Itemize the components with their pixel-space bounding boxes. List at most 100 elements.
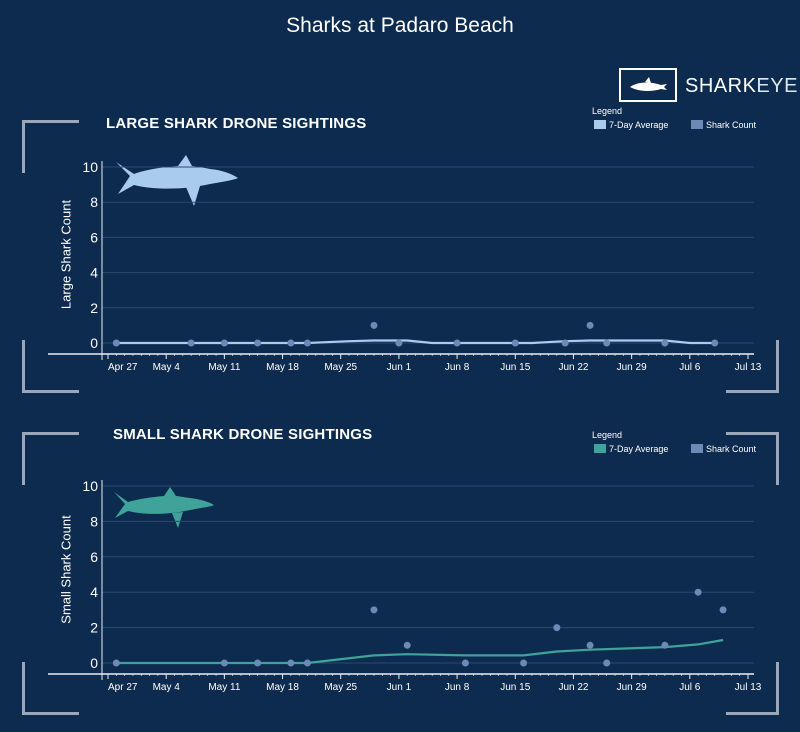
count-point bbox=[220, 659, 228, 667]
avg-line bbox=[116, 638, 724, 665]
logo-text-bold: SHARK bbox=[685, 75, 757, 97]
x-tick-label: Jun 15 bbox=[500, 682, 530, 693]
count-point bbox=[586, 321, 594, 329]
count-point bbox=[112, 339, 120, 347]
legend-swatch-avg bbox=[594, 120, 606, 129]
legend-title: Legend bbox=[592, 106, 623, 116]
count-point bbox=[303, 339, 311, 347]
count-point bbox=[661, 641, 669, 649]
y-tick-label: 0 bbox=[90, 655, 98, 671]
y-tick-label: 2 bbox=[90, 300, 98, 316]
x-tick-label: Jul 6 bbox=[679, 362, 701, 373]
legend-swatch-count bbox=[691, 444, 703, 453]
logo-box bbox=[619, 68, 677, 102]
page-title: Sharks at Padaro Beach bbox=[286, 14, 514, 37]
count-point bbox=[254, 659, 262, 667]
count-point bbox=[254, 339, 262, 347]
x-tick-label: Jun 22 bbox=[558, 362, 588, 373]
bracket-bottom-right bbox=[726, 340, 779, 393]
y-tick-label: 2 bbox=[90, 620, 98, 636]
legend-swatch-count bbox=[691, 120, 703, 129]
count-point bbox=[511, 339, 519, 347]
count-point bbox=[603, 339, 611, 347]
count-point bbox=[719, 606, 727, 614]
large-shark-icon bbox=[116, 155, 238, 206]
x-tick-label: May 4 bbox=[153, 682, 181, 693]
x-tick-label: Apr 27 bbox=[108, 682, 138, 693]
x-tick-label: May 11 bbox=[208, 362, 240, 373]
count-point bbox=[461, 659, 469, 667]
small-shark-icon bbox=[114, 487, 214, 528]
count-point bbox=[403, 641, 411, 649]
large-chart-legend: Legend 7-Day Average Shark Count bbox=[592, 106, 782, 140]
count-point bbox=[303, 659, 311, 667]
count-point bbox=[187, 339, 195, 347]
small-chart-title: SMALL SHARK DRONE SIGHTINGS bbox=[113, 426, 373, 443]
x-tick-label: Jul 13 bbox=[735, 682, 762, 693]
legend-title: Legend bbox=[592, 430, 623, 440]
count-point bbox=[603, 659, 611, 667]
large-shark-chart: 0 2 4 6 8 10 Apr 27 May 4 May 11 May 18 May 25 Jun … bbox=[48, 159, 762, 373]
x-tick-label: May 18 bbox=[266, 362, 299, 373]
y-tick-label: 8 bbox=[90, 194, 98, 210]
x-tick-label: Jun 8 bbox=[445, 362, 470, 373]
legend-swatch-avg bbox=[594, 444, 606, 453]
x-tick-label: Jun 29 bbox=[617, 682, 647, 693]
count-point bbox=[453, 339, 461, 347]
count-point bbox=[694, 588, 702, 596]
x-tick-label: Apr 27 bbox=[108, 362, 138, 373]
count-point bbox=[586, 641, 594, 649]
y-tick-label: 10 bbox=[82, 478, 98, 494]
sharkeye-logo: SHARKEYE bbox=[619, 68, 797, 104]
legend-item-shark-count[interactable]: Shark Count bbox=[691, 444, 756, 454]
large-shark-panel: LARGE SHARK DRONE SIGHTINGS Legend 7-Day… bbox=[0, 106, 800, 412]
bracket-bottom-right bbox=[726, 662, 779, 715]
y-tick-label: 4 bbox=[90, 584, 98, 600]
small-chart-legend: Legend 7-Day Average Shark Count bbox=[592, 430, 782, 464]
y-tick-label: 10 bbox=[82, 159, 98, 175]
x-tick-label: Jun 8 bbox=[445, 682, 470, 693]
legend-item-7-day-average[interactable]: 7-Day Average bbox=[594, 444, 668, 454]
count-point bbox=[661, 339, 669, 347]
count-point bbox=[112, 659, 120, 667]
logo-text-thin: EYE bbox=[756, 75, 798, 97]
bracket-top-right bbox=[726, 432, 779, 485]
bracket-bottom-left bbox=[22, 340, 79, 393]
legend-label: Shark Count bbox=[706, 120, 757, 130]
count-point bbox=[370, 321, 378, 329]
small-shark-panel: SMALL SHARK DRONE SIGHTINGS Legend 7-Day… bbox=[0, 424, 800, 724]
y-tick-label: 6 bbox=[90, 549, 98, 565]
count-point bbox=[395, 339, 403, 347]
shark-icon bbox=[630, 77, 667, 92]
y-tick-label: 0 bbox=[90, 335, 98, 351]
count-point bbox=[561, 339, 569, 347]
legend-label: Shark Count bbox=[706, 444, 757, 454]
x-tick-label: Jun 29 bbox=[617, 362, 647, 373]
x-tick-label: Jun 15 bbox=[500, 362, 530, 373]
x-tick-label: Jul 13 bbox=[735, 362, 762, 373]
x-tick-label: Jun 1 bbox=[387, 682, 412, 693]
small-shark-chart: 0 2 4 6 8 10 Apr 27 May 4 May 11 May 18 May 25 Jun … bbox=[48, 478, 762, 693]
count-point bbox=[520, 659, 528, 667]
y-tick-label: 4 bbox=[90, 265, 98, 281]
x-tick-label: May 11 bbox=[208, 682, 240, 693]
x-tick-label: May 4 bbox=[153, 362, 181, 373]
legend-item-7-day-average[interactable]: 7-Day Average bbox=[594, 120, 668, 130]
x-tick-label: Jul 6 bbox=[679, 682, 701, 693]
x-tick-label: May 18 bbox=[266, 682, 299, 693]
x-tick-label: Jun 1 bbox=[387, 362, 412, 373]
y-tick-label: 8 bbox=[90, 513, 98, 529]
y-tick-label: 6 bbox=[90, 229, 98, 245]
count-point bbox=[711, 339, 719, 347]
logo-text: SHARKEYE bbox=[685, 75, 798, 98]
count-point bbox=[287, 659, 295, 667]
count-point bbox=[370, 606, 378, 614]
large-chart-title: LARGE SHARK DRONE SIGHTINGS bbox=[106, 115, 367, 132]
legend-item-shark-count[interactable]: Shark Count bbox=[691, 120, 756, 130]
x-tick-label: May 25 bbox=[324, 362, 357, 373]
bracket-top-left bbox=[22, 432, 79, 485]
legend-label: 7-Day Average bbox=[609, 444, 669, 454]
count-point bbox=[220, 339, 228, 347]
count-point bbox=[287, 339, 295, 347]
count-point bbox=[553, 624, 561, 632]
